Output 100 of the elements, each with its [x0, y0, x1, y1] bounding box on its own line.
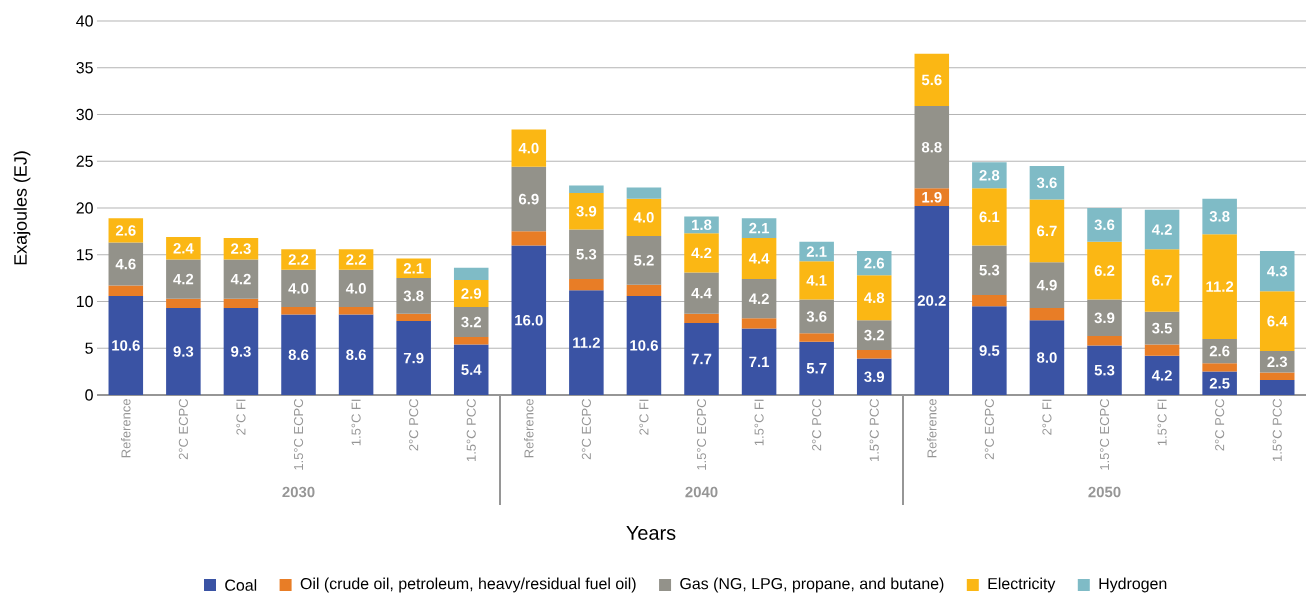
y-tick-label: 35: [76, 62, 93, 74]
bar: [338, 269, 374, 308]
bar: [1087, 345, 1122, 395]
data-label: 4.0: [288, 283, 309, 294]
bar: [1029, 308, 1065, 321]
bar: [626, 295, 662, 395]
bar: [511, 129, 547, 167]
data-label: 5.3: [576, 248, 597, 260]
bar: [972, 294, 1007, 307]
data-label: 2.4: [173, 242, 194, 254]
x-tick-label: 1.5°C FI: [1157, 399, 1167, 446]
x-tick-label: 2°C PCC: [409, 399, 419, 451]
bar: [281, 307, 316, 315]
bar: [856, 320, 892, 351]
data-label: 3.9: [864, 371, 885, 383]
bar: [569, 185, 604, 194]
data-label: 5.6: [921, 74, 942, 86]
data-label: 2.6: [864, 257, 885, 269]
bar: [914, 106, 950, 189]
bar: [166, 236, 201, 260]
bar: [569, 229, 604, 280]
data-label: 4.0: [633, 212, 654, 223]
bar: [511, 166, 547, 232]
text: 2050: [1088, 486, 1121, 498]
data-label: 4.2: [1151, 224, 1172, 235]
bar: [396, 258, 431, 279]
bar: [972, 188, 1007, 246]
bar: [511, 231, 547, 246]
bar: [1144, 355, 1180, 395]
data-label: 4.0: [345, 283, 366, 294]
bar: [108, 218, 144, 243]
data-label: 7.7: [691, 353, 712, 365]
bar: [108, 295, 144, 395]
x-tick-label: 2°C PCC: [812, 399, 822, 451]
text: 2040: [685, 486, 718, 498]
bar: [972, 245, 1007, 295]
data-label: 8.0: [1037, 352, 1057, 363]
bar: [741, 318, 777, 329]
x-tick-label: Reference: [121, 399, 131, 458]
data-label: 2.9: [461, 288, 482, 299]
data-label: 5.2: [634, 255, 654, 266]
data-label: 8.6: [346, 349, 366, 361]
bar: [799, 299, 834, 334]
bar: [453, 344, 489, 395]
data-label: 4.1: [806, 275, 827, 286]
bar: [1202, 234, 1237, 339]
x-tick-label: 1.5°C ECPC: [1099, 399, 1110, 470]
bar: [799, 333, 834, 342]
y-axis-title: Exajoules (EJ): [13, 151, 31, 265]
data-label: 2.3: [1267, 356, 1288, 368]
bar: [166, 259, 201, 299]
data-label: 6.4: [1267, 315, 1288, 327]
data-label: 4.2: [173, 273, 194, 285]
bar: [1259, 372, 1295, 381]
bar: [626, 284, 662, 296]
bar: [396, 278, 431, 314]
bar: [1259, 291, 1295, 352]
data-label: 3.9: [576, 205, 597, 217]
data-label: 1.8: [692, 219, 712, 231]
bar: [569, 279, 604, 291]
bar: [223, 259, 259, 299]
bar: [856, 350, 892, 359]
bar: [1202, 338, 1237, 364]
data-label: 6.9: [518, 193, 539, 205]
legend-label: Electricity: [988, 577, 1056, 593]
data-label: 11.2: [1206, 281, 1234, 292]
x-tick-label: 1.5°C ECPC: [293, 399, 304, 470]
bar: [741, 328, 777, 395]
bar: [1144, 209, 1180, 250]
data-label: 3.5: [1152, 322, 1173, 334]
data-label: 4.4: [691, 287, 712, 299]
bar: [741, 237, 777, 280]
bar: [166, 298, 201, 309]
bar: [166, 308, 201, 395]
bar: [453, 267, 489, 280]
data-label: 3.9: [1094, 312, 1115, 324]
text: 2030: [282, 486, 315, 498]
data-label: 5.3: [979, 264, 1000, 276]
data-label: 2.6: [1209, 345, 1230, 357]
bar: [684, 313, 719, 323]
bar: [856, 358, 892, 395]
data-label: 4.2: [691, 247, 712, 259]
y-tick-label: 40: [76, 15, 93, 27]
bar: [453, 337, 489, 345]
data-label: 2.5: [1209, 378, 1230, 389]
bar: [1029, 165, 1065, 200]
y-tick-label: 15: [76, 249, 93, 261]
bar: [914, 206, 950, 395]
x-tick-label: 2°C FI: [639, 399, 649, 435]
bar: [626, 198, 662, 237]
data-label: 2.8: [979, 169, 1000, 181]
bar: [223, 308, 259, 395]
data-label: 4.4: [748, 253, 770, 264]
data-label: 4.3: [1267, 265, 1288, 277]
data-label: 2.1: [749, 222, 770, 234]
data-label: 8.8: [921, 141, 942, 153]
data-label: 4.8: [864, 292, 885, 304]
bar: [972, 162, 1007, 189]
data-label: 4.2: [1151, 370, 1172, 381]
bar: [511, 245, 547, 395]
